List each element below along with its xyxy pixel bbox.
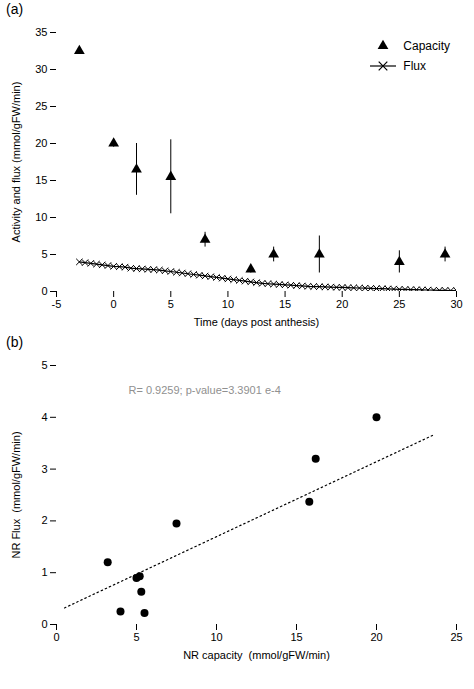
svg-text:15: 15 (279, 298, 291, 310)
svg-text:NR Flux (mmol/gFW/min): NR Flux (mmol/gFW/min) (10, 431, 22, 558)
svg-text:10: 10 (35, 211, 47, 223)
svg-text:5: 5 (41, 248, 47, 260)
html-text:Capacity: Capacity (403, 39, 450, 53)
svg-text:0: 0 (41, 618, 47, 630)
svg-text:5: 5 (168, 298, 174, 310)
svg-text:35: 35 (35, 26, 47, 38)
html-text:Flux: Flux (403, 59, 426, 73)
svg-text:Activity and flux (mmol/gFW/mi: Activity and flux (mmol/gFW/min) (10, 82, 22, 243)
svg-text:-5: -5 (52, 298, 62, 310)
svg-text:15: 15 (290, 631, 302, 643)
svg-text:10: 10 (210, 631, 222, 643)
svg-text:Time (days post anthesis): Time (days post anthesis) (194, 316, 320, 328)
svg-text:20: 20 (336, 298, 348, 310)
svg-text:NR capacity (mmol/gFW/min): NR capacity (mmol/gFW/min) (183, 649, 330, 661)
svg-text:15: 15 (35, 174, 47, 186)
svg-text:25: 25 (393, 298, 405, 310)
svg-text:5: 5 (133, 631, 139, 643)
svg-text:25: 25 (35, 100, 47, 112)
html-text:(a): (a) (6, 1, 24, 17)
html-text:(b): (b) (6, 334, 24, 350)
svg-text:R= 0.9259; p-value=3.3901 e-4: R= 0.9259; p-value=3.3901 e-4 (129, 384, 281, 396)
svg-text:1: 1 (41, 566, 47, 578)
svg-text:0: 0 (111, 298, 117, 310)
svg-text:20: 20 (35, 137, 47, 149)
svg-text:20: 20 (370, 631, 382, 643)
svg-text:10: 10 (222, 298, 234, 310)
svg-text:30: 30 (450, 298, 462, 310)
svg-text:3: 3 (41, 463, 47, 475)
svg-text:30: 30 (35, 63, 47, 75)
svg-text:0: 0 (53, 631, 59, 643)
svg-text:5: 5 (41, 359, 47, 371)
svg-text:25: 25 (450, 631, 462, 643)
svg-text:2: 2 (41, 514, 47, 526)
svg-text:0: 0 (41, 285, 47, 297)
svg-text:4: 4 (41, 411, 47, 423)
